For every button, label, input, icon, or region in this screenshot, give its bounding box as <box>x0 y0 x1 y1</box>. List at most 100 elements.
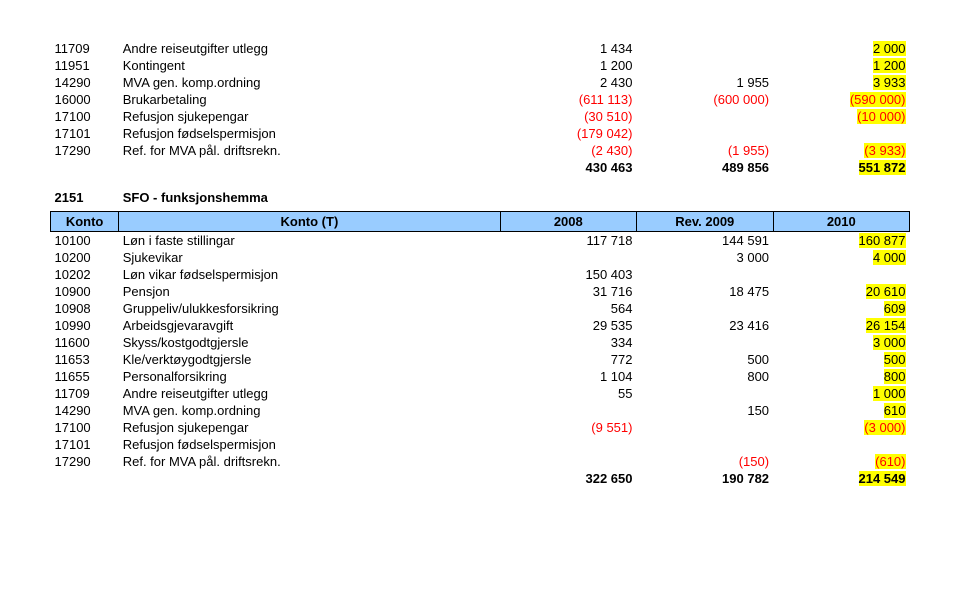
value-2009 <box>636 334 773 351</box>
account-desc: Løn vikar fødselspermisjon <box>119 266 500 283</box>
table-row: 10990Arbeidsgjevaravgift29 53523 41626 1… <box>51 317 910 334</box>
value-2008: 29 535 <box>500 317 636 334</box>
account-code: 17100 <box>51 419 119 436</box>
account-code: 11653 <box>51 351 119 368</box>
table-row: 17100Refusjon sjukepengar(9 551)(3 000) <box>51 419 910 436</box>
account-desc: Refusjon fødselspermisjon <box>119 125 500 142</box>
table-row: 10900Pensjon31 71618 47520 610 <box>51 283 910 300</box>
value-2010 <box>773 436 909 453</box>
account-desc: Ref. for MVA pål. driftsrekn. <box>119 142 500 159</box>
account-code: 17100 <box>51 108 119 125</box>
col-header-konto-t: Konto (T) <box>119 212 500 232</box>
value-2009: (150) <box>636 453 773 470</box>
account-code: 10990 <box>51 317 119 334</box>
column-header-row: KontoKonto (T)2008Rev. 20092010 <box>51 212 910 232</box>
table-row: 10908Gruppeliv/ulukkesforsikring564609 <box>51 300 910 317</box>
value-2008: 334 <box>500 334 636 351</box>
value-2008 <box>500 402 636 419</box>
table-row: 11709Andre reiseutgifter utlegg551 000 <box>51 385 910 402</box>
table-row: 17101Refusjon fødselspermisjon(179 042) <box>51 125 910 142</box>
value-2009: 3 000 <box>636 249 773 266</box>
budget-table: 11709Andre reiseutgifter utlegg1 4342 00… <box>50 40 910 487</box>
account-code: 16000 <box>51 91 119 108</box>
value-2008: 564 <box>500 300 636 317</box>
account-code: 14290 <box>51 74 119 91</box>
account-desc: Pensjon <box>119 283 500 300</box>
section-desc: SFO - funksjonshemma <box>119 176 500 212</box>
table-row: 10200Sjukevikar3 0004 000 <box>51 249 910 266</box>
value-2008: 55 <box>500 385 636 402</box>
account-code: 11951 <box>51 57 119 74</box>
account-desc: Refusjon sjukepengar <box>119 419 500 436</box>
account-desc: Andre reiseutgifter utlegg <box>119 40 500 57</box>
total-row: 322 650190 782214 549 <box>51 470 910 487</box>
col-header-konto: Konto <box>51 212 119 232</box>
value-2009 <box>636 125 773 142</box>
account-desc: Kontingent <box>119 57 500 74</box>
value-2008: 31 716 <box>500 283 636 300</box>
value-2010 <box>773 266 909 283</box>
account-code: 17101 <box>51 125 119 142</box>
account-desc: Skyss/kostgodtgjersle <box>119 334 500 351</box>
value-2009 <box>636 108 773 125</box>
account-code: 17290 <box>51 453 119 470</box>
value-2009 <box>636 419 773 436</box>
table-row: 11951Kontingent1 2001 200 <box>51 57 910 74</box>
value-2010: 1 000 <box>773 385 909 402</box>
value-2008: 1 200 <box>500 57 636 74</box>
value-2010: (3 000) <box>773 419 909 436</box>
account-code: 10200 <box>51 249 119 266</box>
value-2010: 2 000 <box>773 40 909 57</box>
account-code: 10202 <box>51 266 119 283</box>
table-row: 11653Kle/verktøygodtgjersle772500500 <box>51 351 910 368</box>
account-code: 11709 <box>51 40 119 57</box>
value-2008: (2 430) <box>500 142 636 159</box>
table-row: 17100Refusjon sjukepengar(30 510)(10 000… <box>51 108 910 125</box>
account-desc: MVA gen. komp.ordning <box>119 74 500 91</box>
value-2008: (611 113) <box>500 91 636 108</box>
account-desc: Kle/verktøygodtgjersle <box>119 351 500 368</box>
value-2010: 609 <box>773 300 909 317</box>
value-2010: 26 154 <box>773 317 909 334</box>
col-header-2008: 2008 <box>500 212 636 232</box>
account-code: 11600 <box>51 334 119 351</box>
value-2010: (10 000) <box>773 108 909 125</box>
value-2009 <box>636 385 773 402</box>
value-2009 <box>636 300 773 317</box>
value-2008: 117 718 <box>500 232 636 250</box>
value-2010 <box>773 125 909 142</box>
table-row: 11655Personalforsikring1 104800800 <box>51 368 910 385</box>
section-header: 2151SFO - funksjonshemma <box>51 176 910 212</box>
subtotal-row: 430 463489 856551 872 <box>51 159 910 176</box>
value-2008: 1 434 <box>500 40 636 57</box>
total-2009: 190 782 <box>636 470 773 487</box>
value-2009: 800 <box>636 368 773 385</box>
table-row: 10202Løn vikar fødselspermisjon150 403 <box>51 266 910 283</box>
account-desc: Ref. for MVA pål. driftsrekn. <box>119 453 500 470</box>
value-2010: 4 000 <box>773 249 909 266</box>
value-2010: 500 <box>773 351 909 368</box>
account-desc: Gruppeliv/ulukkesforsikring <box>119 300 500 317</box>
value-2008: 1 104 <box>500 368 636 385</box>
subtotal-2008: 430 463 <box>500 159 636 176</box>
value-2010: (590 000) <box>773 91 909 108</box>
value-2010: 3 000 <box>773 334 909 351</box>
table-row: 17290Ref. for MVA pål. driftsrekn. (150)(… <box>51 453 910 470</box>
subtotal-2010: 551 872 <box>773 159 909 176</box>
account-desc: Arbeidsgjevaravgift <box>119 317 500 334</box>
value-2009: 500 <box>636 351 773 368</box>
table-row: 14290MVA gen. komp.ordning2 4301 9553 93… <box>51 74 910 91</box>
value-2009 <box>636 40 773 57</box>
subtotal-2009: 489 856 <box>636 159 773 176</box>
value-2009: 144 591 <box>636 232 773 250</box>
value-2010: 1 200 <box>773 57 909 74</box>
col-header-2010: 2010 <box>773 212 909 232</box>
value-2010: 610 <box>773 402 909 419</box>
account-code: 14290 <box>51 402 119 419</box>
account-code: 11709 <box>51 385 119 402</box>
value-2008: 2 430 <box>500 74 636 91</box>
value-2010: (610) <box>773 453 909 470</box>
value-2008 <box>500 249 636 266</box>
table-row: 11709Andre reiseutgifter utlegg1 434 2 00… <box>51 40 910 57</box>
value-2008 <box>500 453 636 470</box>
